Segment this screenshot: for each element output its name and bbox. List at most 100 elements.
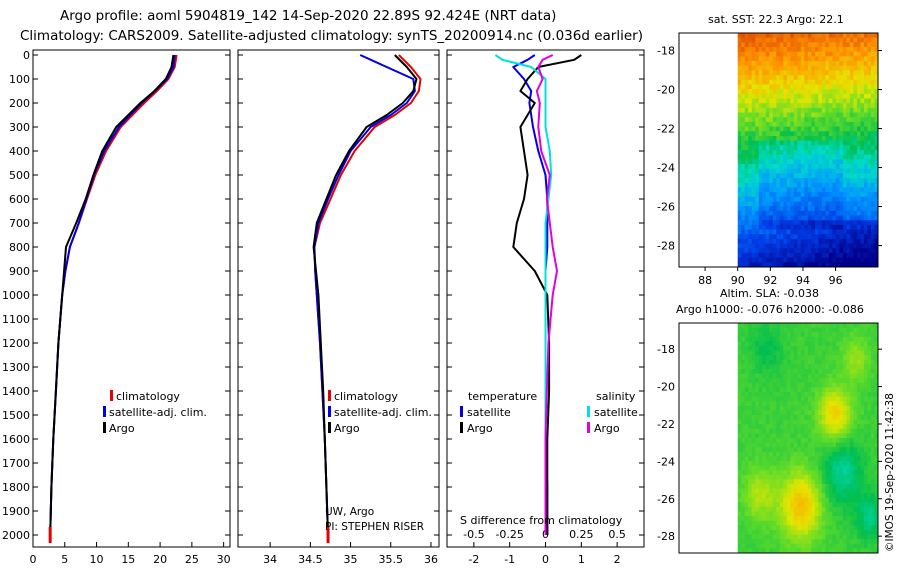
map-cell [797, 474, 802, 480]
map-cell [825, 126, 830, 132]
map-cell [870, 378, 875, 384]
map-cell [741, 401, 746, 407]
x-tick-label: 1 [578, 553, 585, 566]
map-cell [846, 392, 851, 397]
map-cell [860, 51, 865, 57]
map-cell [818, 355, 823, 361]
map-cell [814, 451, 819, 457]
map-cell [783, 364, 788, 370]
map-cell [779, 378, 784, 384]
map-cell [790, 89, 795, 95]
map-cell [853, 336, 858, 342]
map-cell [776, 182, 781, 188]
map-cell [849, 70, 854, 76]
map-cell [786, 243, 791, 249]
map-cell [765, 497, 770, 503]
map-cell [737, 438, 742, 443]
map-cell [769, 382, 774, 388]
map-cell [825, 173, 830, 179]
map-cell [804, 187, 809, 193]
map-cell [748, 543, 753, 549]
map-cell [846, 511, 851, 517]
map-cell [860, 89, 865, 95]
map-cell [804, 248, 809, 254]
map-cell [793, 336, 798, 342]
map-cell [832, 117, 837, 123]
map-cell [762, 438, 767, 443]
map-cell [751, 164, 756, 170]
map-cell [846, 419, 851, 425]
map-cell [860, 359, 865, 365]
map-cell [790, 107, 795, 113]
map-cell [870, 93, 875, 99]
map-cell [842, 493, 847, 499]
map-cell [821, 479, 826, 485]
map-cell [804, 451, 809, 457]
map-cell [765, 470, 770, 476]
map-cell [835, 405, 840, 411]
map-cell [797, 145, 802, 151]
map-cell [821, 364, 826, 370]
map-cell [860, 373, 865, 379]
map-cell [842, 502, 847, 508]
map-cell [821, 65, 826, 71]
map-cell [856, 210, 861, 216]
map-cell [783, 428, 788, 434]
map-cell [758, 424, 763, 430]
map-cell [800, 364, 805, 370]
map-cell [765, 65, 770, 71]
map-cell [758, 201, 763, 207]
map-cell [870, 187, 875, 193]
map-cell [835, 173, 840, 179]
map-cell [769, 378, 774, 384]
map-cell [737, 548, 742, 554]
map-cell [863, 465, 868, 471]
map-cell [797, 332, 802, 338]
map-cell [828, 248, 833, 254]
map-cell [748, 154, 753, 160]
map-cell [779, 210, 784, 216]
map-cell [846, 37, 851, 43]
map-cell [835, 336, 840, 342]
map-cell [786, 484, 791, 489]
map-cell [870, 502, 875, 508]
map-cell [856, 238, 861, 244]
sla-map-panel: Altim. SLA: -0.038 Argo h1000: -0.076 h2… [657, 287, 882, 554]
map-cell [863, 493, 868, 499]
map-cell [800, 51, 805, 57]
map-cell [818, 438, 823, 443]
map-cell [765, 117, 770, 123]
map-cell [818, 451, 823, 457]
map-cell [737, 520, 742, 526]
map-cell [870, 442, 875, 448]
map-cell [779, 37, 784, 43]
map-cell [741, 493, 746, 499]
map-cell [867, 511, 872, 517]
map-cell [783, 234, 788, 240]
map-cell [741, 210, 746, 216]
map-cell [839, 502, 844, 508]
map-cell [769, 484, 774, 489]
map-cell [797, 548, 802, 554]
map-cell [765, 168, 770, 174]
map-cell [772, 359, 777, 365]
map-cell [779, 369, 784, 374]
temperature-frame [32, 49, 231, 548]
map-cell [741, 107, 746, 113]
map-cell [825, 98, 830, 104]
legend-swatch-satellite [103, 406, 106, 417]
map-cell [825, 61, 830, 67]
map-cell [804, 56, 809, 62]
map-cell [839, 456, 844, 462]
map-cell [853, 488, 858, 494]
map-cell [772, 516, 777, 522]
sst-map-x-ticks: 88 90 92 94 96 [698, 267, 843, 287]
map-cell [751, 346, 756, 351]
map-cell [751, 238, 756, 244]
map-cell [737, 451, 742, 457]
map-cell [786, 341, 791, 347]
map-cell [786, 42, 791, 48]
map-cell [772, 539, 777, 545]
map-cell [853, 424, 858, 430]
map-cell [870, 539, 875, 545]
